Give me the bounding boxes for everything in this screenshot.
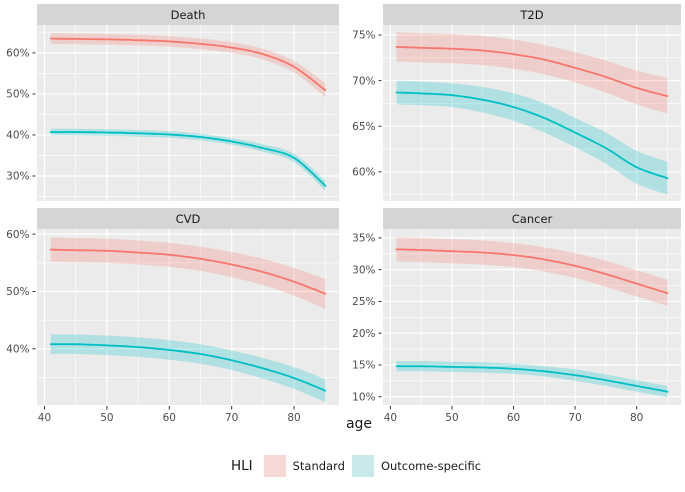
facet-strip-t2d [383, 4, 681, 25]
x-tick-label: 70 [225, 412, 238, 424]
facet-title-t2d: T2D [519, 8, 543, 22]
x-tick-label: 80 [287, 412, 300, 424]
ribbon-standard-death [50, 33, 326, 98]
ribbon-outcome-specific-cvd [50, 334, 326, 403]
y-tick-label: 50% [6, 286, 29, 298]
legend-item-outcome-specific: Outcome-specific [351, 455, 482, 477]
line-standard-t2d [395, 46, 669, 97]
y-tick-label: 50% [6, 89, 29, 101]
facet-strip-cancer [383, 208, 681, 229]
y-tick-label: 20% [352, 328, 375, 340]
y-tick-label: 40% [6, 130, 29, 142]
legend-title: HLI [230, 458, 253, 474]
y-tick-label: 30% [6, 171, 29, 183]
y-tick-label: 40% [6, 343, 29, 355]
legend-label-standard: Standard [292, 459, 345, 473]
y-axis-t2d: 60% 65% 70% 75% [352, 30, 382, 178]
x-axis-cancer: 40 50 60 70 80 [384, 406, 643, 424]
facet-strip-death [37, 4, 339, 25]
y-tick-label: 10% [352, 391, 375, 403]
x-tick-label: 40 [38, 412, 51, 424]
legend-label-outcome-specific: Outcome-specific [380, 459, 482, 473]
y-tick-label: 65% [352, 121, 375, 133]
x-tick-label: 50 [100, 412, 113, 424]
facet-panel-cancer: Cancer 10% 15% 20% 25% 30% 35% 40 50 60 70 80 [352, 208, 681, 424]
gridlines-cvd [37, 229, 339, 405]
x-axis-cvd: 40 50 60 70 80 [38, 406, 301, 424]
line-outcome-specific-t2d [395, 91, 669, 180]
facet-panel-death: Death 30% 40% 50% 60% [6, 4, 339, 201]
plot-area: Death 30% 40% 50% 60% T2D 60% 65% 70% 75% CVD 40% 50… [6, 4, 681, 424]
y-tick-label: 70% [352, 75, 375, 87]
line-outcome-specific-death [49, 131, 327, 187]
x-tick-label: 60 [507, 412, 520, 424]
facet-title-cvd: CVD [176, 212, 201, 226]
legend-swatch-outcome-specific-icon [351, 455, 374, 477]
y-tick-label: 15% [352, 360, 375, 372]
y-tick-label: 60% [6, 48, 29, 60]
y-tick-label: 60% [6, 229, 29, 241]
line-standard-death [49, 37, 327, 92]
facet-panel-cvd: CVD 40% 50% 60% 40 50 60 70 80 [6, 208, 339, 424]
x-tick-label: 70 [568, 412, 581, 424]
facet-title-death: Death [171, 8, 206, 22]
y-tick-label: 35% [352, 233, 375, 245]
line-standard-cvd [49, 248, 327, 295]
x-tick-label: 40 [384, 412, 397, 424]
facet-panel-t2d: T2D 60% 65% 70% 75% [352, 4, 681, 201]
gridlines-cancer [383, 229, 681, 405]
panel-background-death [37, 25, 339, 201]
y-tick-label: 75% [352, 30, 375, 42]
legend: HLI Standard Outcome-specific [34, 453, 685, 479]
y-tick-label: 30% [352, 264, 375, 276]
ribbon-outcome-specific-t2d [396, 80, 668, 195]
line-outcome-specific-cancer [395, 365, 669, 393]
ribbon-outcome-specific-death [50, 128, 326, 191]
line-outcome-specific-cvd [49, 343, 327, 392]
ribbon-outcome-specific-cancer [396, 361, 668, 398]
facet-strip-cvd [37, 208, 339, 229]
gridlines-t2d [383, 25, 681, 201]
facet-title-cancer: Cancer [512, 212, 553, 226]
y-tick-label: 60% [352, 166, 375, 178]
y-axis-death: 30% 40% 50% 60% [6, 48, 36, 183]
x-tick-label: 60 [163, 412, 176, 424]
x-axis-title: age [345, 416, 373, 432]
gridlines-death [37, 25, 339, 201]
ribbon-standard-t2d [396, 32, 668, 114]
y-axis-cvd: 40% 50% 60% [6, 229, 36, 355]
ribbon-standard-cvd [50, 237, 326, 309]
ribbon-standard-cancer [396, 237, 668, 306]
x-tick-label: 80 [630, 412, 643, 424]
line-standard-cancer [395, 248, 669, 295]
legend-swatch-standard-icon [263, 455, 286, 477]
legend-item-standard: Standard [263, 455, 345, 477]
x-tick-label: 50 [445, 412, 458, 424]
y-tick-label: 25% [352, 296, 375, 308]
y-axis-cancer: 10% 15% 20% 25% 30% 35% [352, 233, 382, 403]
